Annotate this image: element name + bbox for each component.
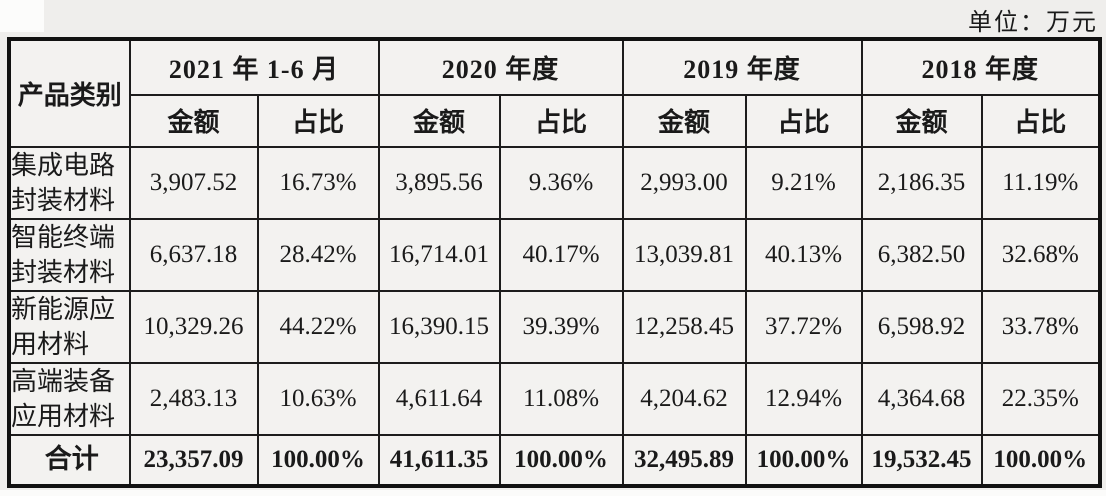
cell-amount: 6,598.92 <box>860 289 983 364</box>
header-row-periods: 产品类别 2021 年 1-6 月 2020 年度 2019 年度 2018 年… <box>8 38 1101 148</box>
column-header-amount: 金额 <box>377 93 501 148</box>
cell-amount: 16,390.15 <box>377 289 501 364</box>
cell-ratio: 100.00% <box>498 433 624 487</box>
cell-amount: 32,495.89 <box>621 433 747 487</box>
cell-amount: 2,993.00 <box>621 145 747 220</box>
row-label-high-end-equipment: 高端装备应用材料 <box>8 361 131 436</box>
cell-amount: 12,258.45 <box>621 289 747 364</box>
column-header-amount: 金额 <box>128 93 259 148</box>
cell-ratio: 11.19% <box>980 145 1101 220</box>
column-header-ratio: 占比 <box>498 93 624 148</box>
cell-amount: 4,204.62 <box>621 361 747 436</box>
column-header-ratio: 占比 <box>980 93 1101 148</box>
column-header-ratio: 占比 <box>256 93 380 148</box>
cell-amount: 3,895.56 <box>377 145 501 220</box>
table-row: 集成电路封装材料 3,907.52 16.73% 3,895.56 9.36% … <box>8 145 1101 220</box>
cell-ratio: 22.35% <box>980 361 1101 436</box>
cell-amount: 4,364.68 <box>860 361 983 436</box>
cell-amount: 19,532.45 <box>860 433 983 487</box>
cell-amount: 41,611.35 <box>377 433 501 487</box>
cell-amount: 6,382.50 <box>860 217 983 292</box>
cell-ratio: 11.08% <box>498 361 624 436</box>
cell-ratio: 37.72% <box>744 289 863 364</box>
cell-amount: 6,637.18 <box>128 217 259 292</box>
cell-ratio: 100.00% <box>256 433 380 487</box>
cell-amount: 13,039.81 <box>621 217 747 292</box>
cell-ratio: 33.78% <box>980 289 1101 364</box>
row-label-smart-terminal: 智能终端封装材料 <box>8 217 131 292</box>
cell-ratio: 40.13% <box>744 217 863 292</box>
column-header-ratio: 占比 <box>744 93 863 148</box>
cell-ratio: 100.00% <box>744 433 863 487</box>
table-row: 高端装备应用材料 2,483.13 10.63% 4,611.64 11.08%… <box>8 361 1101 436</box>
header-row-subcolumns: 金额 占比 金额 占比 金额 占比 金额 占比 <box>10 93 1101 148</box>
cell-ratio: 44.22% <box>256 289 380 364</box>
cell-ratio: 12.94% <box>744 361 863 436</box>
table-row: 智能终端封装材料 6,637.18 28.42% 16,714.01 40.17… <box>8 217 1101 292</box>
cell-amount: 4,611.64 <box>377 361 501 436</box>
cell-ratio: 39.39% <box>498 289 624 364</box>
cell-amount: 3,907.52 <box>128 145 259 220</box>
column-header-amount: 金额 <box>860 93 983 148</box>
column-header-period-2018: 2018 年度 <box>860 38 1101 96</box>
table-row-total: 合计 23,357.09 100.00% 41,611.35 100.00% 3… <box>8 433 1101 487</box>
cell-ratio: 100.00% <box>980 433 1101 487</box>
column-header-period-2021h1: 2021 年 1-6 月 <box>128 38 380 96</box>
cell-amount: 2,483.13 <box>128 361 259 436</box>
column-header-category: 产品类别 <box>8 38 131 148</box>
product-revenue-table: 产品类别 2021 年 1-6 月 2020 年度 2019 年度 2018 年… <box>6 37 1103 488</box>
cell-ratio: 40.17% <box>498 217 624 292</box>
unit-label: 单位：万元 <box>968 10 1098 36</box>
table-row: 新能源应用材料 10,329.26 44.22% 16,390.15 39.39… <box>8 289 1101 364</box>
column-header-amount: 金额 <box>621 93 747 148</box>
cell-ratio: 10.63% <box>256 361 380 436</box>
cell-ratio: 32.68% <box>980 217 1101 292</box>
row-label-total: 合计 <box>8 433 131 487</box>
cell-amount: 10,329.26 <box>128 289 259 364</box>
cell-ratio: 16.73% <box>256 145 380 220</box>
row-label-new-energy: 新能源应用材料 <box>8 289 131 364</box>
row-label-ic-packaging: 集成电路封装材料 <box>8 145 131 220</box>
cell-amount: 23,357.09 <box>128 433 259 487</box>
cell-ratio: 9.21% <box>744 145 863 220</box>
bottom-edge-strip <box>0 490 1106 496</box>
column-header-period-2019: 2019 年度 <box>621 38 863 96</box>
column-header-period-2020: 2020 年度 <box>377 38 624 96</box>
cell-amount: 16,714.01 <box>377 217 501 292</box>
corner-highlight-patch <box>0 0 44 32</box>
cell-amount: 2,186.35 <box>860 145 983 220</box>
cell-ratio: 28.42% <box>256 217 380 292</box>
cell-ratio: 9.36% <box>498 145 624 220</box>
